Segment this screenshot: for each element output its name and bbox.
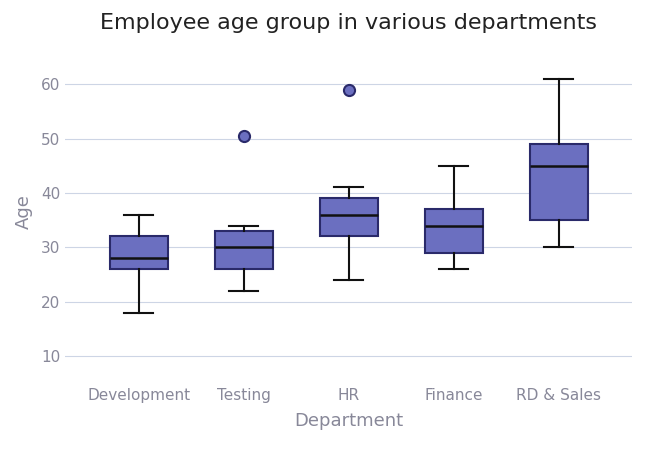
PathPatch shape (215, 231, 273, 269)
Y-axis label: Age: Age (14, 194, 33, 230)
X-axis label: Department: Department (294, 412, 404, 429)
PathPatch shape (530, 144, 588, 220)
Title: Employee age group in various departments: Employee age group in various department… (100, 14, 597, 33)
PathPatch shape (110, 236, 168, 269)
PathPatch shape (425, 209, 482, 253)
PathPatch shape (320, 198, 378, 236)
